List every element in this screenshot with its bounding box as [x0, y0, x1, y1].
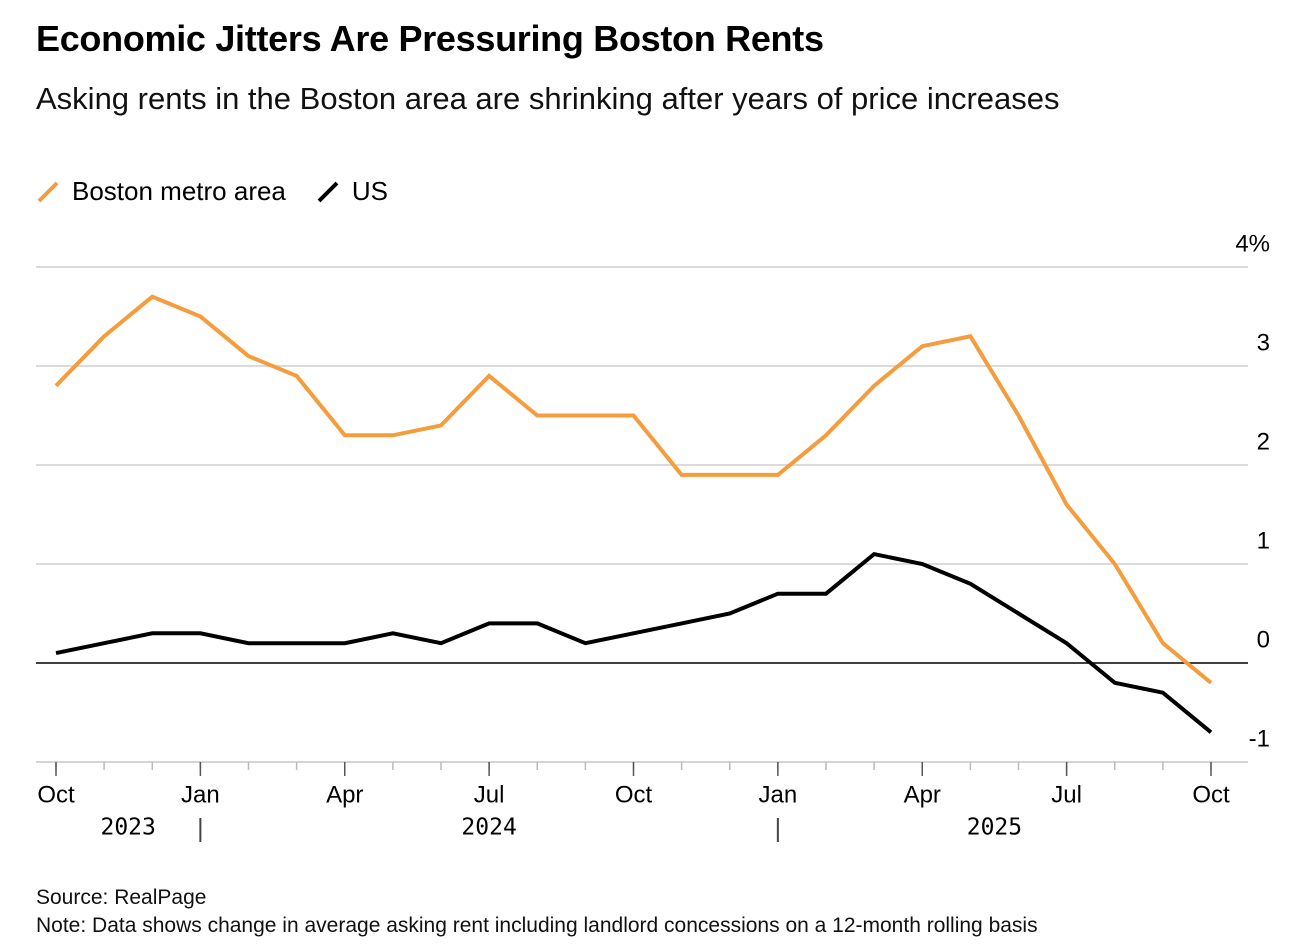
legend-swatch: [317, 181, 339, 202]
y-tick-label: 2: [1257, 428, 1270, 455]
y-tick-label: 0: [1257, 626, 1270, 653]
legend-swatch: [37, 181, 59, 202]
x-tick-label: Oct: [1192, 781, 1230, 808]
x-tick-label: Jul: [1051, 781, 1082, 808]
source: Source: RealPage: [36, 886, 207, 909]
chart-title: Economic Jitters Are Pressuring Boston R…: [36, 18, 824, 59]
year-label: 2023: [100, 815, 155, 841]
note: Note: Data shows change in average askin…: [36, 914, 1038, 937]
legend-item: Boston metro area: [36, 176, 286, 207]
x-tick-label: Apr: [326, 781, 363, 808]
year-label: 2024: [461, 815, 516, 841]
x-tick-label: Jan: [759, 781, 798, 808]
y-tick-label: 1: [1257, 527, 1270, 554]
x-tick-label: Oct: [37, 781, 75, 808]
chart-subtitle: Asking rents in the Boston area are shri…: [36, 81, 1060, 116]
y-tick-label: 3: [1257, 329, 1270, 356]
y-tick-label: -1: [1249, 725, 1270, 752]
series-line: [54, 294, 1213, 685]
legend: Boston metro area US: [36, 176, 388, 207]
y-tick-label: 4%: [1235, 230, 1270, 257]
series-line: [55, 551, 1213, 734]
year-label: 2025: [967, 815, 1022, 841]
legend-item: US: [316, 176, 388, 207]
legend-label: Boston metro area: [72, 176, 286, 206]
x-tick-label: Jul: [474, 781, 505, 808]
x-tick-label: Apr: [904, 781, 941, 808]
legend-label: US: [351, 176, 389, 206]
x-tick-label: Oct: [615, 781, 653, 808]
x-tick-label: Jan: [181, 781, 220, 808]
